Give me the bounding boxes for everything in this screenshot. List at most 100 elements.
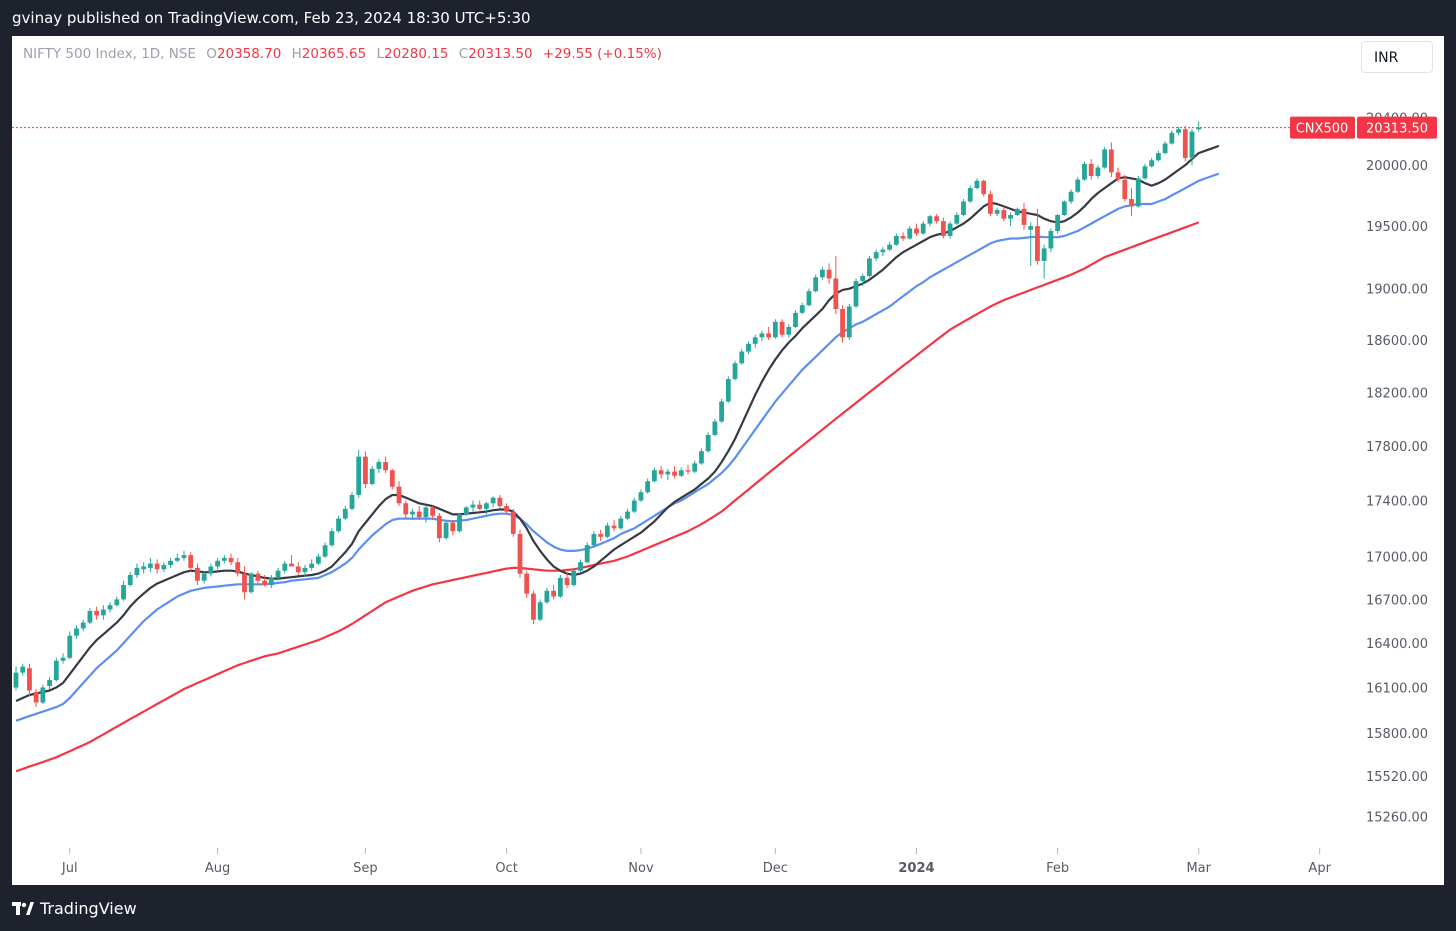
currency-button[interactable]: INR: [1361, 41, 1433, 73]
candle-body: [403, 503, 409, 515]
candle-body: [537, 602, 543, 620]
candle-up: [1041, 244, 1047, 279]
candle-body: [1102, 149, 1108, 168]
symbol-tag-label: CNX500: [1296, 122, 1349, 137]
candle-body: [342, 508, 348, 519]
y-tick-label: 15800.00: [1366, 727, 1428, 742]
candle-body: [316, 556, 321, 564]
candle-body: [799, 305, 805, 313]
candle-body: [248, 573, 254, 593]
candle-up: [853, 278, 859, 308]
candle-up: [860, 273, 866, 287]
candle-down: [981, 179, 987, 197]
candle-up: [322, 542, 328, 558]
candle-body: [746, 343, 751, 352]
candle-up: [1162, 141, 1168, 155]
candle-body: [772, 321, 778, 338]
candle-body: [1129, 199, 1134, 207]
candle-body: [914, 228, 919, 234]
candle-up: [1176, 126, 1181, 136]
candle-body: [510, 511, 516, 534]
candle-up: [53, 657, 59, 682]
candle-up: [349, 492, 355, 511]
candle-up: [40, 684, 46, 705]
high-value: 20365.65: [301, 46, 367, 62]
candle-up: [141, 562, 147, 574]
candle-body: [504, 506, 509, 512]
candle-up: [1102, 147, 1108, 169]
candle-body: [1048, 231, 1054, 249]
candle-up: [490, 496, 496, 508]
candle-body: [934, 216, 940, 222]
candle-up: [799, 302, 805, 315]
candle-up: [484, 501, 489, 515]
candle-body: [484, 503, 489, 509]
candle-up: [1189, 129, 1195, 166]
candle-up: [625, 508, 630, 520]
candle-up: [786, 324, 792, 338]
candle-down: [242, 566, 247, 600]
candle-body: [195, 567, 200, 581]
candle-body: [927, 216, 933, 224]
candle-up: [423, 506, 429, 523]
candle-up: [369, 466, 375, 486]
candle-up: [699, 448, 704, 465]
candle-body: [732, 363, 738, 380]
candle-up: [712, 418, 718, 437]
candle-body: [820, 269, 825, 278]
candle-body: [1115, 172, 1121, 180]
candle-body: [557, 577, 563, 597]
candle-body: [571, 570, 577, 586]
candle-body: [779, 321, 785, 335]
y-tick-label: 16700.00: [1366, 593, 1428, 608]
candle-body: [618, 518, 624, 529]
candle-down: [94, 606, 100, 620]
x-tick-label: Nov: [628, 861, 654, 876]
candle-body: [134, 567, 140, 576]
candle-body: [396, 486, 402, 504]
candle-body: [1169, 132, 1175, 144]
candle-down: [914, 223, 919, 236]
candle-body: [302, 567, 308, 573]
candle-body: [981, 180, 987, 195]
candle-body: [1082, 163, 1087, 180]
candle-body: [1142, 166, 1148, 179]
tradingview-brand[interactable]: TradingView: [12, 899, 137, 918]
candle-body: [295, 566, 301, 573]
candle-body: [961, 201, 966, 216]
candle-down: [416, 506, 422, 520]
candle-down: [436, 513, 442, 543]
chart-panel[interactable]: 15260.00 15520.00 15800.00 16100.00 16400.00…: [12, 36, 1444, 885]
candle-up: [268, 575, 274, 588]
candle-up: [329, 528, 335, 547]
candle-down: [672, 466, 677, 479]
candle-up: [967, 185, 973, 203]
candle-body: [121, 585, 126, 600]
candle-up: [161, 562, 167, 573]
candle-body: [242, 573, 247, 593]
candle-body: [900, 235, 906, 239]
candle-body: [80, 622, 86, 629]
symbol-label[interactable]: NIFTY 500 Index, 1D, NSE: [23, 46, 196, 62]
candle-up: [665, 468, 671, 480]
y-tick-label: 15520.00: [1366, 770, 1428, 785]
candle-body: [228, 557, 234, 563]
candle-body: [988, 194, 993, 214]
candle-down: [524, 570, 530, 598]
y-tick-label: 19500.00: [1366, 220, 1428, 235]
candle-body: [40, 687, 46, 703]
candle-up: [215, 557, 220, 570]
y-tick-label: 17800.00: [1366, 440, 1428, 455]
candle-body: [356, 456, 362, 495]
candle-body: [1108, 149, 1114, 173]
y-tick-label: 16400.00: [1366, 637, 1428, 652]
candle-body: [524, 573, 530, 594]
candle-up: [121, 580, 126, 601]
candle-body: [275, 570, 281, 578]
candle-down: [27, 663, 32, 697]
candlestick-chart[interactable]: 15260.00 15520.00 15800.00 16100.00 16400.00…: [12, 36, 1444, 885]
candle-body: [665, 471, 671, 475]
candle-up: [114, 596, 120, 607]
candle-body: [1196, 127, 1202, 130]
brand-name: TradingView: [40, 899, 137, 918]
